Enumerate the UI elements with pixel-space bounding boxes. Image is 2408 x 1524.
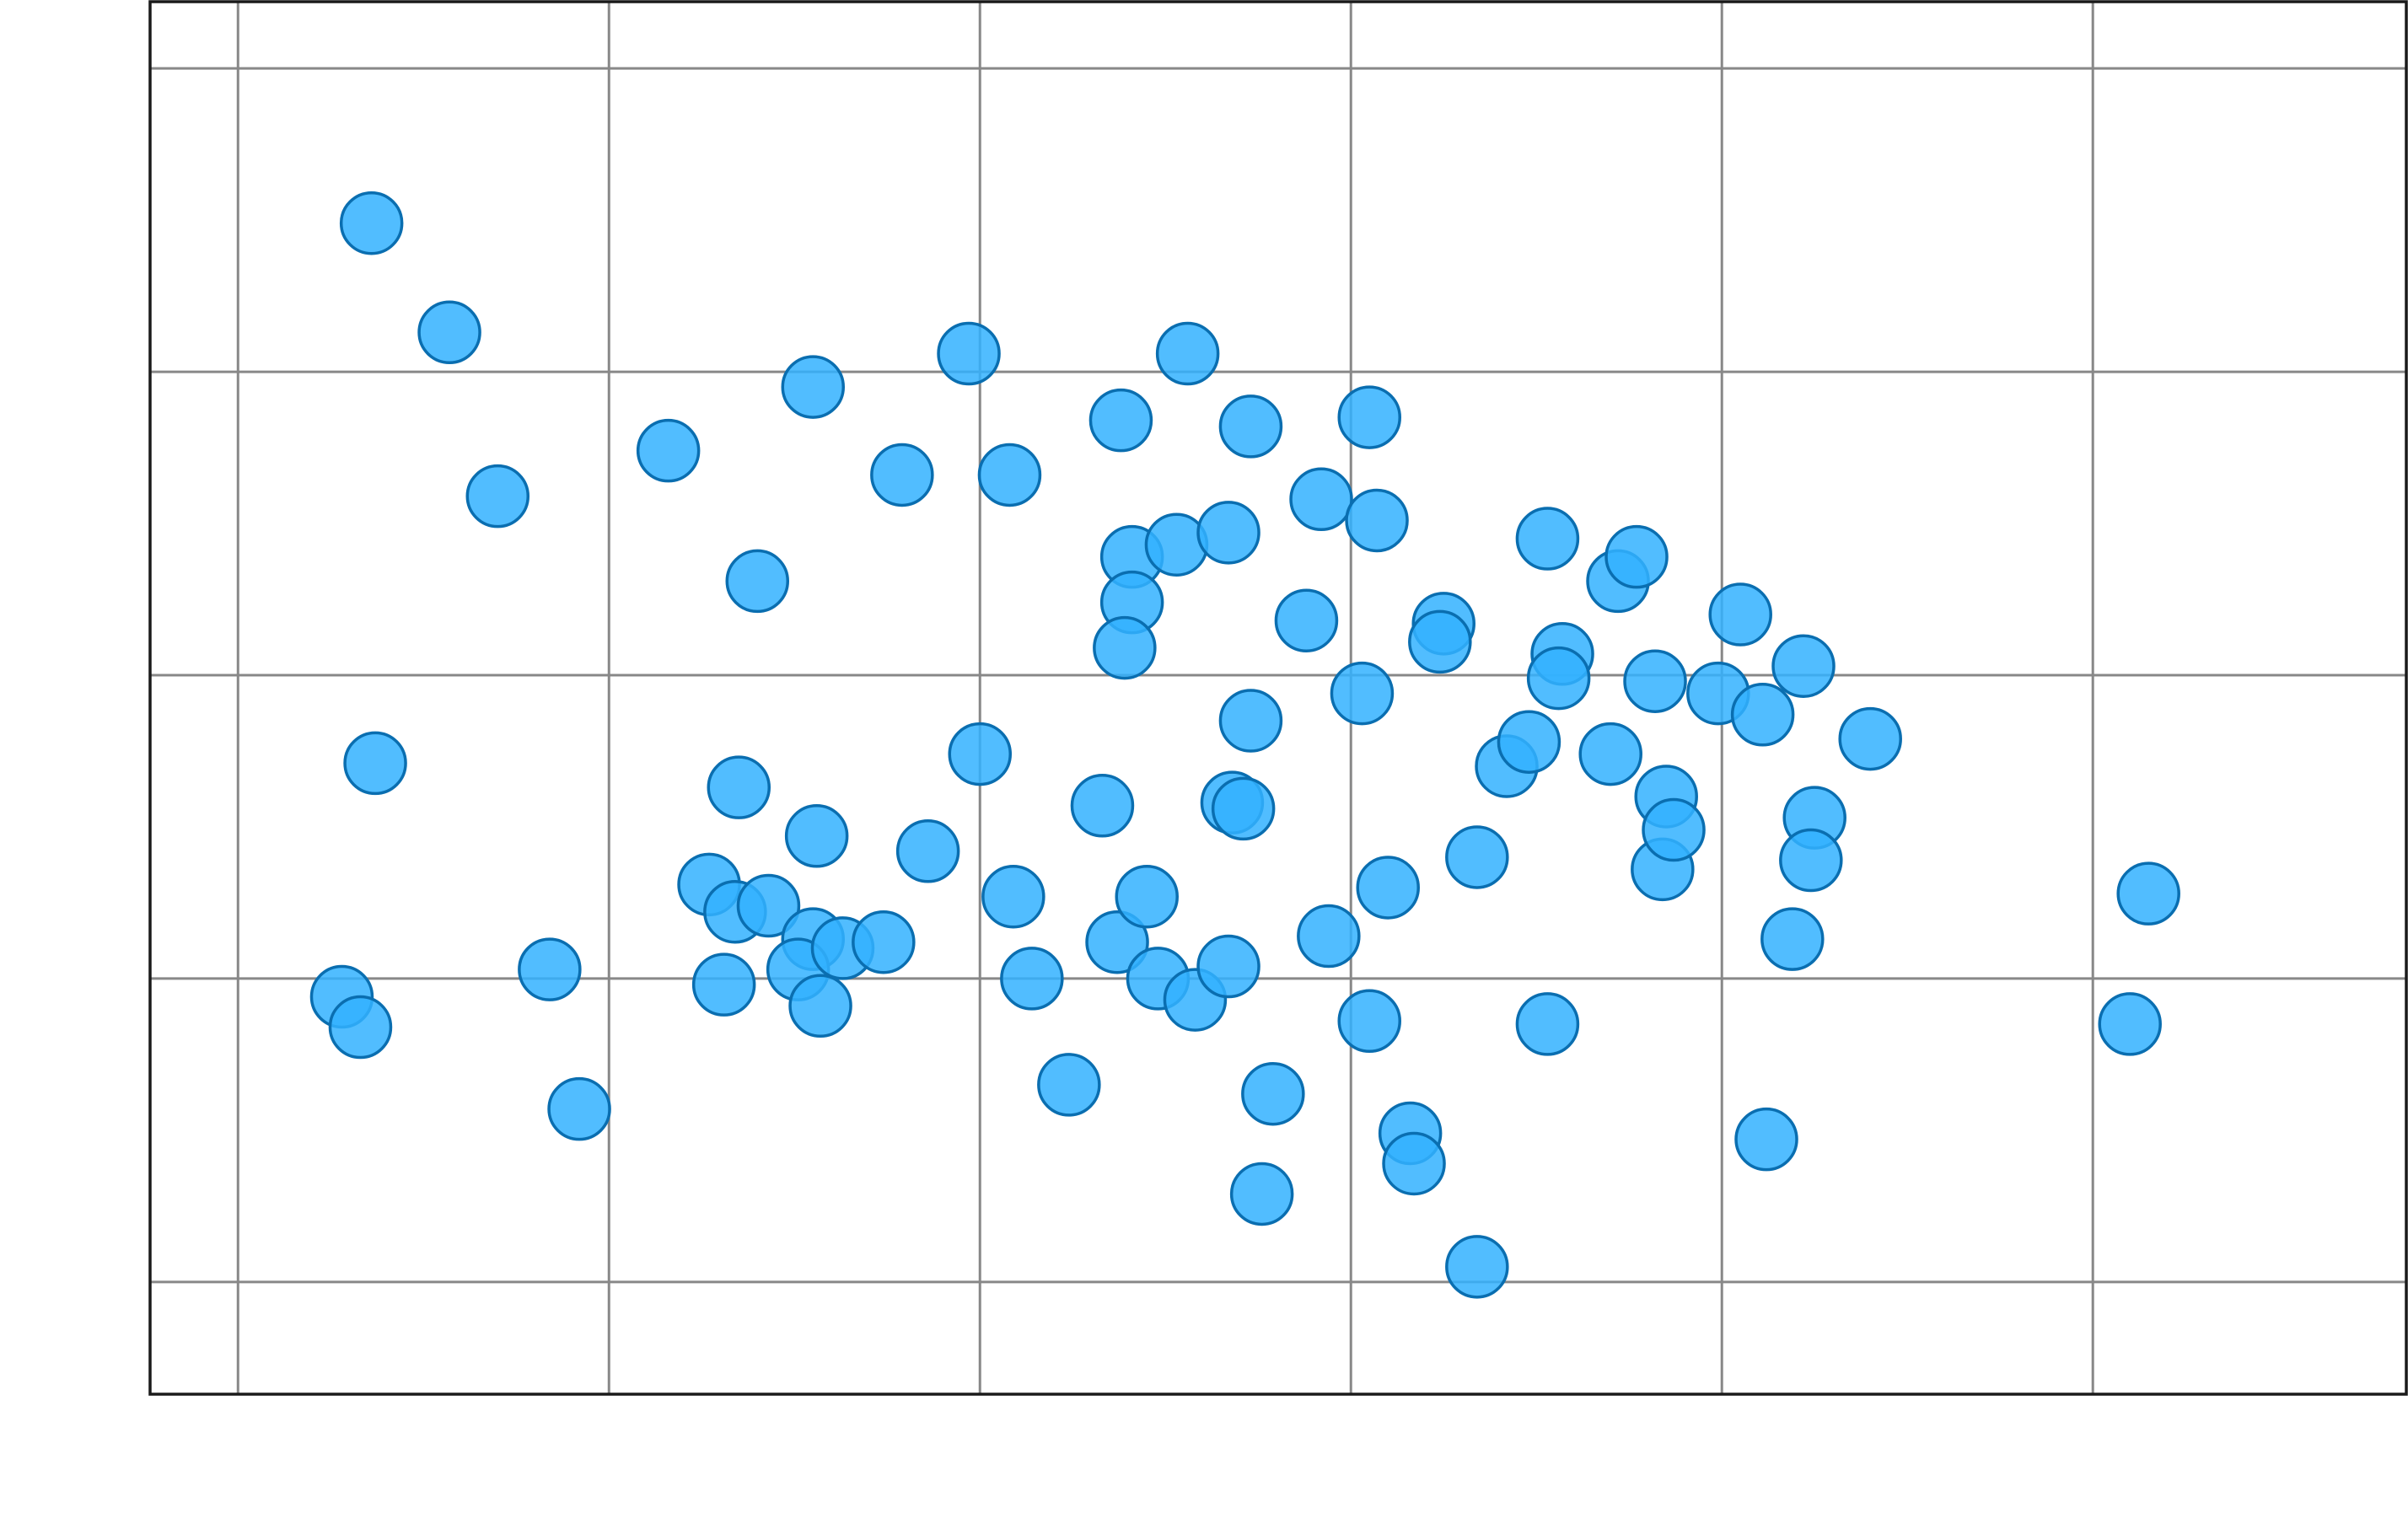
data-point (1356, 856, 1420, 920)
data-point (1515, 992, 1580, 1056)
data-point (1241, 1061, 1305, 1126)
data-point (1085, 910, 1149, 974)
data-point (1642, 797, 1706, 862)
scatter-points (309, 190, 2180, 1299)
data-point (736, 873, 801, 938)
data-point (1382, 1131, 1446, 1196)
data-point (1445, 825, 1509, 889)
data-point (1229, 1162, 1294, 1226)
data-point (1211, 776, 1276, 841)
data-point (1115, 864, 1179, 929)
data-point (1760, 907, 1825, 971)
data-point (781, 355, 846, 419)
data-point (1730, 683, 1795, 747)
data-point (1218, 394, 1283, 459)
data-point (707, 755, 771, 819)
data-point (691, 952, 756, 1017)
data-point (1708, 582, 1772, 647)
data-point (1337, 989, 1401, 1054)
data-point (1623, 649, 1687, 713)
data-point (784, 804, 849, 868)
data-point (1604, 524, 1669, 589)
vertical-gridlines (236, 2, 2094, 1394)
data-point (1144, 512, 1209, 577)
data-point (937, 321, 1001, 386)
data-point (948, 722, 1012, 786)
data-point (1297, 904, 1361, 969)
data-point (1037, 1053, 1101, 1117)
horizontal-gridlines (150, 67, 2406, 1284)
data-point (1578, 722, 1642, 786)
data-point (1771, 634, 1836, 698)
data-point (1734, 1107, 1798, 1172)
data-point (788, 974, 852, 1038)
data-point (1088, 388, 1153, 453)
data-point (1218, 689, 1283, 753)
data-point (1330, 661, 1395, 726)
data-point (1070, 774, 1135, 838)
data-point (518, 937, 582, 1001)
data-point (1093, 615, 1157, 680)
data-point (977, 443, 1042, 507)
data-point (1337, 385, 1401, 449)
data-point (465, 464, 530, 529)
data-point (2098, 992, 2162, 1056)
data-point (852, 910, 916, 974)
data-point (1408, 609, 1472, 674)
data-point (1196, 501, 1260, 565)
data-point (1274, 588, 1339, 652)
data-point (547, 1076, 611, 1141)
data-point (1289, 467, 1353, 532)
data-point (343, 731, 407, 796)
data-point (328, 995, 393, 1060)
data-point (1345, 488, 1409, 553)
plot-frame (148, 0, 2408, 1396)
data-point (895, 819, 960, 883)
data-point (870, 443, 934, 507)
data-point (1196, 934, 1260, 999)
data-point (1155, 321, 1220, 386)
data-point (981, 864, 1045, 929)
data-point (1515, 507, 1580, 571)
data-point (2116, 861, 2180, 926)
data-point (1526, 646, 1591, 711)
data-point (1838, 706, 1902, 771)
data-point (339, 190, 404, 255)
data-point (1445, 1235, 1509, 1299)
data-point (1779, 828, 1843, 893)
data-point (1000, 947, 1064, 1011)
data-point (417, 300, 481, 365)
data-point (636, 418, 701, 483)
data-point (1497, 710, 1561, 774)
data-point (725, 549, 790, 614)
